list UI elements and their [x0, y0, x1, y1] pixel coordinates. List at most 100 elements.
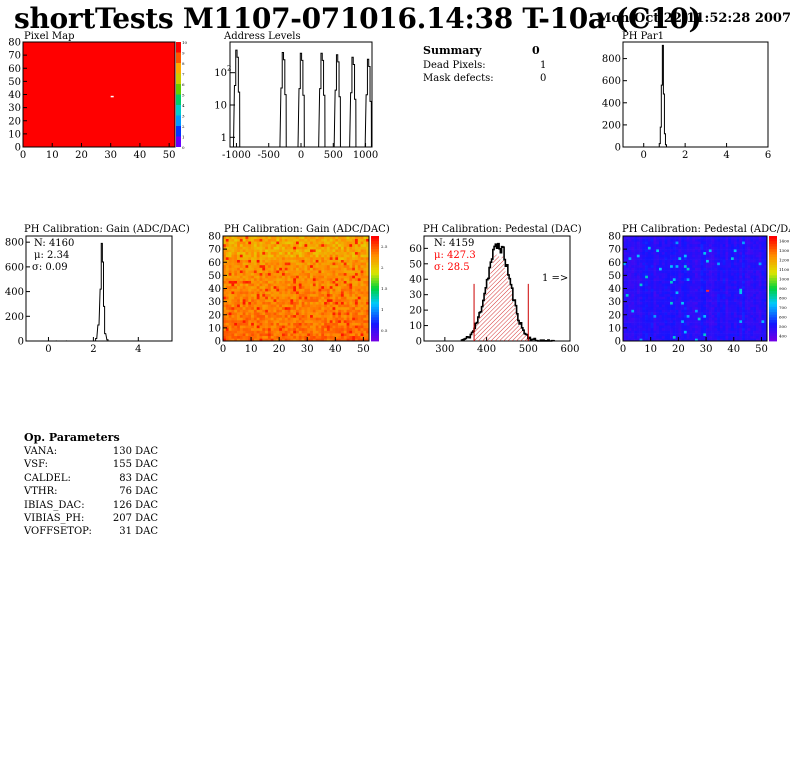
- pedestal-map-cell: [753, 264, 757, 268]
- gain-map-cell: [304, 293, 308, 297]
- gain-map-cell: [231, 301, 235, 305]
- gain-map-cell: [324, 291, 328, 295]
- gain-map-cell: [287, 241, 291, 245]
- pedestal-map-cell: [672, 249, 676, 253]
- gain-map-cell: [223, 246, 227, 250]
- gain-map-cell: [228, 246, 232, 250]
- y-tick-label: 0: [615, 337, 621, 348]
- pedestal-map-cell: [700, 330, 704, 334]
- gain-map-cell: [363, 236, 367, 239]
- pedestal-map-cell: [695, 293, 699, 297]
- pedestal-map-cell: [761, 264, 765, 268]
- pedestal-map-cell: [708, 338, 712, 342]
- pedestal-map-cell: [758, 325, 762, 329]
- pedestal-map-cell: [634, 312, 638, 316]
- gain-map-cell: [307, 272, 311, 276]
- pedestal-map-cell: [742, 254, 746, 258]
- pedestal-map-cell: [631, 249, 635, 253]
- pedestal-map-palette-cell: [769, 246, 777, 250]
- gain-map-cell: [340, 320, 345, 323]
- gain-map-cell: [321, 291, 325, 295]
- pedestal-map-cell: [758, 317, 762, 321]
- y-tick-label: 80: [208, 232, 221, 243]
- gain-map-cell: [281, 312, 286, 316]
- gain-map-cell: [251, 327, 255, 331]
- pedestal-map-cell: [678, 241, 682, 245]
- gain-map-cell: [248, 322, 252, 326]
- gain-map-cell: [265, 264, 269, 268]
- gain-map-cell: [343, 267, 347, 271]
- pedestal-map-cell: [642, 304, 646, 308]
- pedestal-map-cell: [634, 238, 638, 242]
- gain-map-cell: [228, 236, 232, 239]
- pedestal-map-cell: [706, 251, 710, 255]
- gain-map-cell: [315, 257, 319, 260]
- gain-map-cell: [287, 330, 291, 334]
- gain-map-cell: [312, 288, 316, 292]
- pedestal-map-palette-label: 700: [779, 305, 787, 310]
- pedestal-map-cell: [755, 304, 759, 308]
- gain-map-palette-cell: [371, 312, 379, 316]
- pedestal-map-cell: [634, 293, 638, 297]
- gain-map-cell: [352, 330, 356, 334]
- pedestal-map-cell: [631, 251, 635, 255]
- pedestal-map-cell: [700, 306, 704, 310]
- gain-map-cell: [279, 243, 283, 247]
- pedestal-map-cell: [656, 236, 660, 239]
- gain-map-cell: [357, 254, 361, 258]
- gain-map-cell: [301, 272, 305, 276]
- pedestal-map-cell: [706, 285, 710, 289]
- gain-map-cell: [296, 264, 300, 268]
- pedestal-map-palette-label: 500: [779, 324, 787, 329]
- pedestal-map-cell: [667, 327, 671, 331]
- pedestal-map-cell: [664, 312, 668, 316]
- gain-map-cell: [321, 285, 325, 289]
- pedestal-map-cell: [742, 312, 746, 316]
- pedestal-map-cell: [761, 249, 765, 253]
- pedestal-map-cell: [733, 314, 737, 318]
- pedestal-map-cell: [728, 278, 732, 281]
- gain-map-cell: [293, 320, 297, 323]
- pedestal-map-cell: [764, 301, 768, 305]
- pedestal-map-cell: [667, 236, 671, 239]
- pedestal-map-cell: [750, 304, 754, 308]
- pedestal-map-cell: [717, 306, 721, 310]
- pedestal-map-cell: [697, 327, 701, 331]
- gain-map-cell: [251, 238, 255, 242]
- gain-map-cell: [315, 338, 319, 342]
- pedestal-map-cell: [711, 296, 715, 300]
- x-tick-label: 20: [273, 344, 286, 355]
- y-tick-label: 800: [602, 54, 621, 65]
- pedestal-map-cell: [661, 243, 665, 247]
- gain-map-cell: [253, 296, 257, 300]
- pedestal-map-cell: [719, 320, 723, 323]
- pedestal-map-cell: [755, 275, 759, 279]
- pedestal-map-cell: [678, 243, 682, 247]
- pedestal-map-cell: [639, 246, 643, 250]
- y-tick-label: 10: [608, 323, 621, 334]
- pedestal-map-cell: [747, 249, 751, 253]
- gain-map-cell: [270, 241, 274, 245]
- gain-map-cell: [357, 291, 361, 295]
- pedestal-map-cell: [681, 259, 685, 263]
- gain-map-cell: [259, 285, 263, 289]
- gain-map-cell: [287, 296, 291, 300]
- pedestal-map-cell: [761, 288, 765, 292]
- pedestal-map-cell: [747, 257, 751, 260]
- gain-map-cell: [324, 257, 328, 260]
- x-tick-label: 0: [20, 150, 26, 161]
- pedestal-map-cell: [675, 333, 679, 337]
- gain-map-cell: [276, 259, 280, 263]
- gain-map-cell: [234, 275, 238, 279]
- gain-map-cell: [324, 251, 328, 255]
- gain-map-cell: [357, 314, 361, 318]
- pedestal-map-cell: [719, 241, 723, 245]
- pedestal-map-cell: [659, 254, 663, 258]
- pedestal-map-cell: [744, 238, 748, 242]
- pedestal-map-cell: [708, 306, 712, 310]
- pedestal-map-cell: [625, 325, 629, 329]
- gain-map-cell: [253, 330, 257, 334]
- pedestal-map-cell: [653, 285, 657, 289]
- gain-map-cell: [273, 254, 277, 258]
- pedestal-map-cell: [725, 262, 729, 266]
